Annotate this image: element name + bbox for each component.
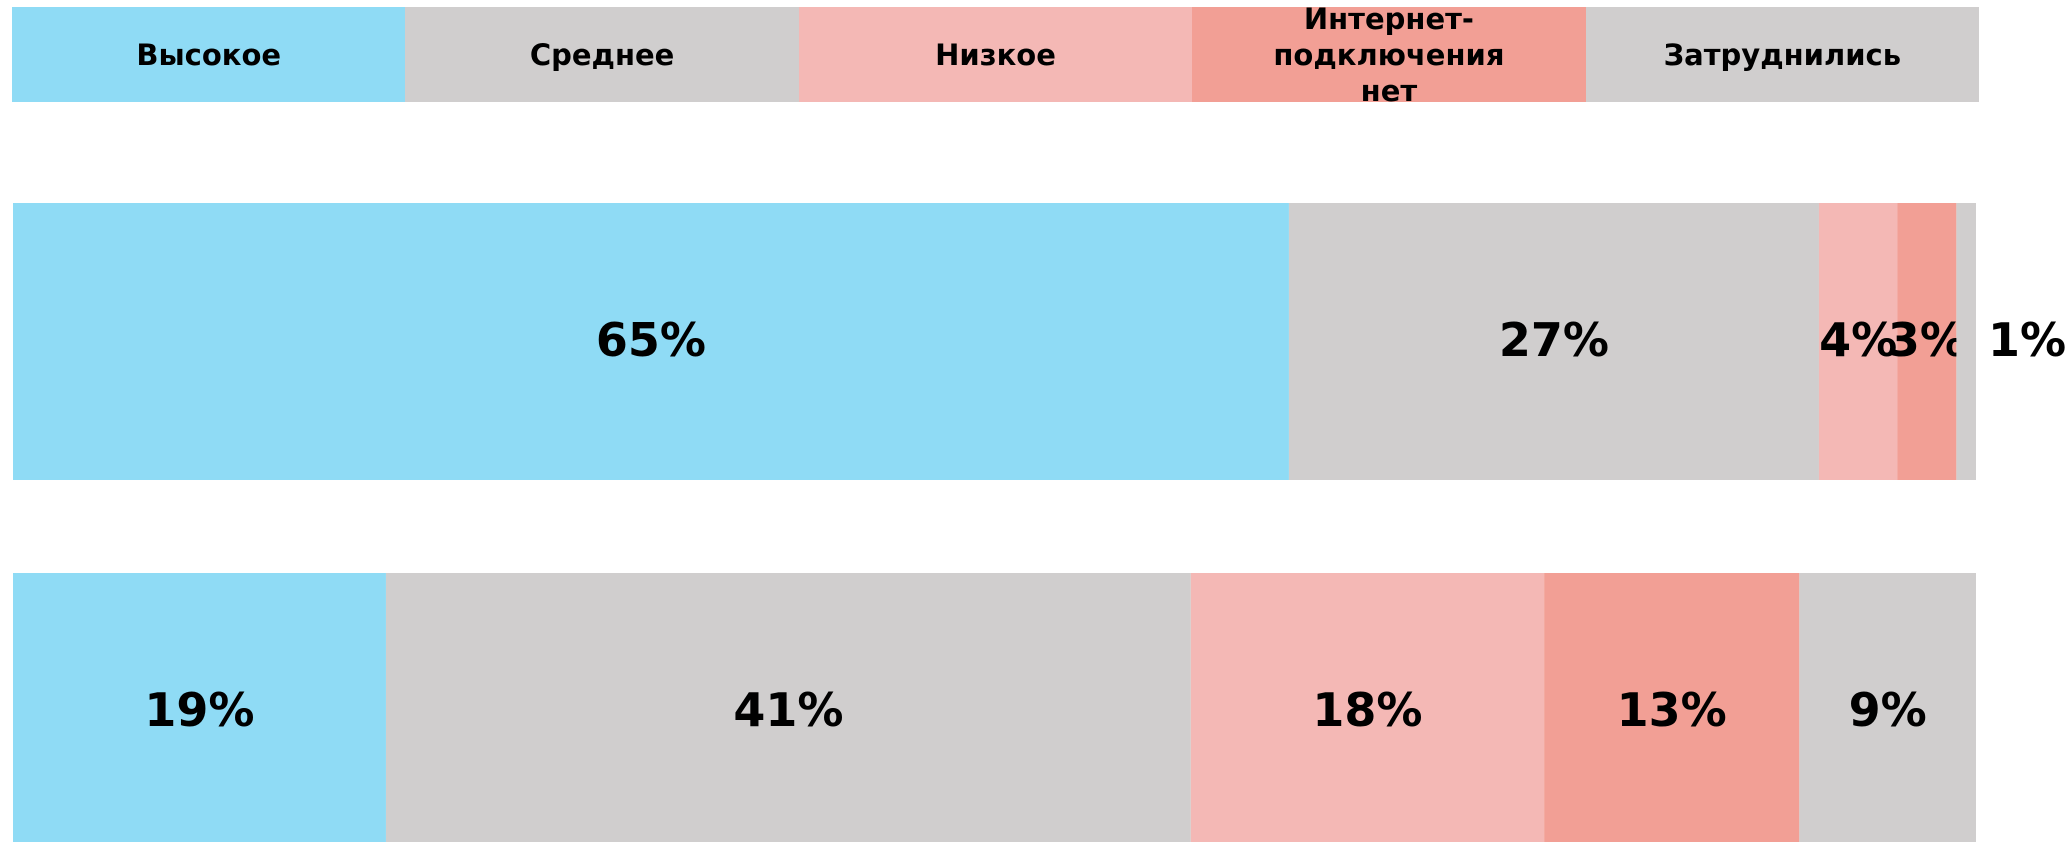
data-label: 19% — [144, 683, 254, 737]
bar-segment — [1818, 203, 1898, 480]
data-label: 41% — [733, 683, 843, 737]
bar-segment — [1190, 573, 1545, 842]
bar-segment — [13, 573, 386, 842]
data-label: 9% — [1849, 683, 1927, 737]
bar-segment — [1956, 203, 1976, 480]
legend-item: Низкое — [798, 7, 1193, 102]
data-label: 27% — [1499, 313, 1609, 367]
bar-segment — [13, 203, 1289, 480]
data-label: 3% — [1888, 313, 1966, 367]
legend: Высокое Среднее Низкое Интернет-подключения… — [12, 2, 1980, 108]
data-label: 18% — [1312, 683, 1422, 737]
bar-segment — [1544, 573, 1800, 842]
data-label: 13% — [1617, 683, 1727, 737]
data-label: 4% — [1819, 313, 1897, 367]
bar-segment — [385, 573, 1191, 842]
legend-item: Затруднились — [1585, 7, 1980, 102]
data-label: 1% — [1988, 313, 2066, 367]
legend-item: Интернет-подключения нет — [1192, 2, 1586, 108]
bar-segment — [1288, 203, 1819, 480]
legend-item: Среднее — [405, 7, 799, 102]
data-label: 65% — [596, 313, 706, 367]
bar-segment — [1799, 573, 1976, 842]
bar-segment — [1897, 203, 1957, 480]
legend-item: Высокое — [12, 7, 406, 102]
